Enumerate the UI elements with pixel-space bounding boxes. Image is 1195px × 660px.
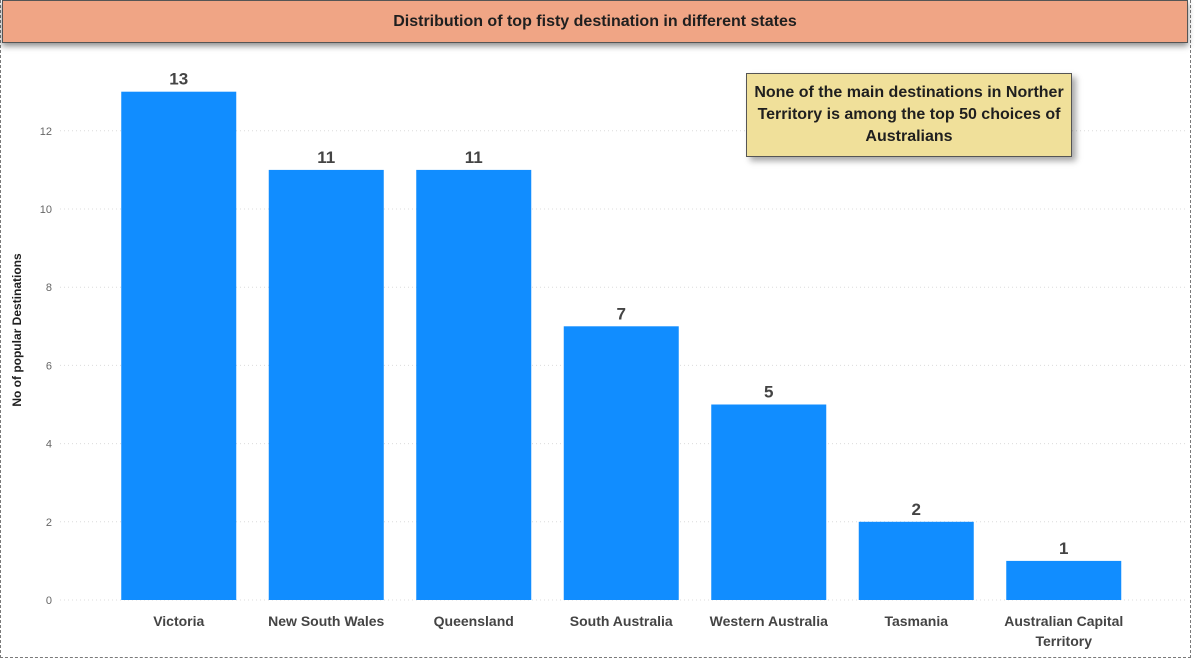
data-label: 2 [912,500,921,519]
x-tick-label: New South Wales [268,613,384,629]
bar [711,404,827,600]
y-tick-label: 6 [46,360,52,372]
bar [268,169,384,600]
x-tick-label: Queensland [434,613,514,629]
chart-title: Distribution of top fisty destination in… [2,0,1188,43]
y-tick-label: 0 [46,595,52,607]
y-tick-label: 2 [46,517,52,529]
bar [858,521,974,600]
y-axis-label: No of popular Destinations [10,253,24,407]
y-tick-label: 4 [46,439,52,451]
x-tick-label: Victoria [153,613,204,629]
bar [1006,560,1122,600]
data-label: 11 [465,148,483,167]
x-tick-label: Tasmania [884,613,948,629]
y-tick-label: 10 [40,204,52,216]
x-tick-label: Western Australia [710,613,828,629]
data-label: 11 [317,148,335,167]
y-tick-label: 8 [46,282,52,294]
x-tick-label: Australian Capital Territory [1004,613,1123,649]
bar [563,326,679,600]
x-tick-label: South Australia [570,613,673,629]
bar [416,169,532,600]
y-tick-label: 12 [40,126,52,138]
bar [121,91,237,600]
data-label: 7 [617,304,626,323]
data-label: 5 [764,383,773,402]
data-label: 13 [169,70,188,89]
annotation-callout: None of the main destinations in Norther… [746,73,1072,157]
data-label: 1 [1059,539,1068,558]
